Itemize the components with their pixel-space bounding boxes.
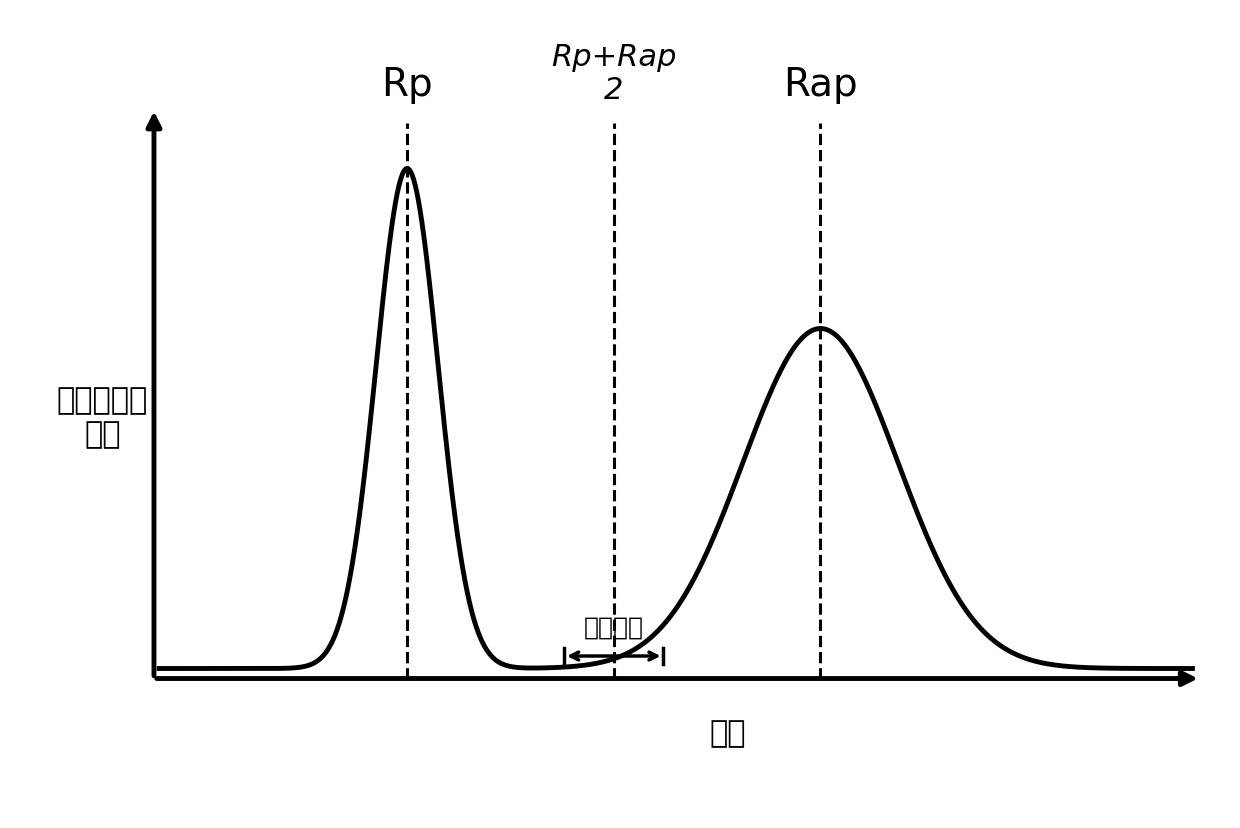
Text: Rap: Rap	[784, 66, 858, 104]
Text: 参照范围: 参照范围	[584, 614, 644, 638]
Text: Rp: Rp	[382, 66, 433, 104]
Text: 电阱: 电阱	[709, 719, 745, 748]
Text: 磁性隙道结
数量: 磁性隙道结 数量	[57, 386, 148, 448]
Text: Rp+Rap: Rp+Rap	[551, 43, 677, 72]
Text: 2: 2	[604, 76, 624, 105]
